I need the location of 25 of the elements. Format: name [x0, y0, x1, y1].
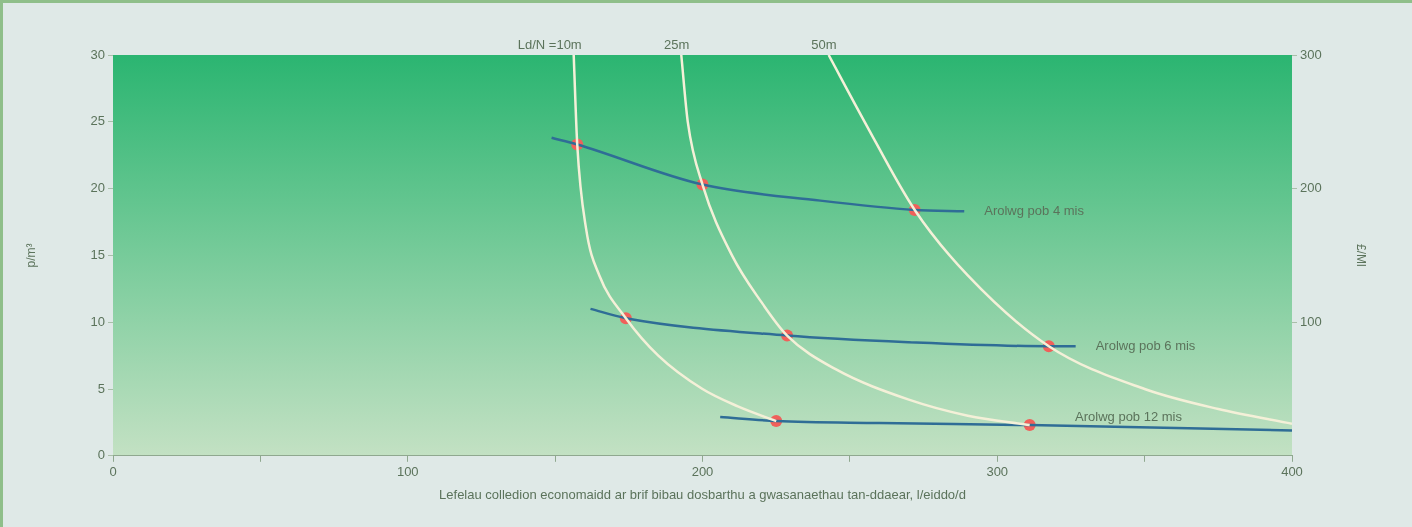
y2-tick-label: 100 — [1300, 313, 1322, 329]
x-tick-label: 200 — [691, 464, 714, 480]
y-tick-label: 15 — [90, 246, 105, 262]
y-tick-label: 10 — [90, 313, 105, 329]
y-axis-title: p/m³ — [23, 243, 38, 268]
y-tick-label: 0 — [97, 447, 105, 463]
series-label: Arolwg pob 6 mis — [1095, 337, 1196, 353]
series-label: Arolwg pob 4 mis — [984, 202, 1085, 218]
series-label: 25m — [663, 36, 690, 52]
y-tick-label: 5 — [97, 380, 105, 396]
series-label: Arolwg pob 12 mis — [1075, 408, 1183, 424]
y2-tick-label: 200 — [1300, 180, 1322, 196]
y-tick-label: 20 — [90, 180, 105, 196]
x-tick-label: 300 — [986, 464, 1009, 480]
y-tick-label: 30 — [90, 46, 105, 62]
y2-tick-label: 300 — [1300, 46, 1322, 62]
series-label: 50m — [811, 36, 837, 52]
line-series — [827, 55, 1292, 425]
y2-axis-title: £/Ml — [1354, 244, 1369, 267]
x-tick-label: 0 — [109, 464, 117, 480]
x-axis-title: Lefelau colledion economaidd ar brif bibau dosbarthu a gwasanaethau tan-ddaear, l/eiddo/d — [439, 486, 966, 502]
y-tick-label: 25 — [90, 113, 105, 129]
x-tick-label: 100 — [396, 464, 419, 480]
x-tick-label: 400 — [1281, 464, 1303, 480]
series-label: Ld/N =10m — [517, 36, 582, 52]
